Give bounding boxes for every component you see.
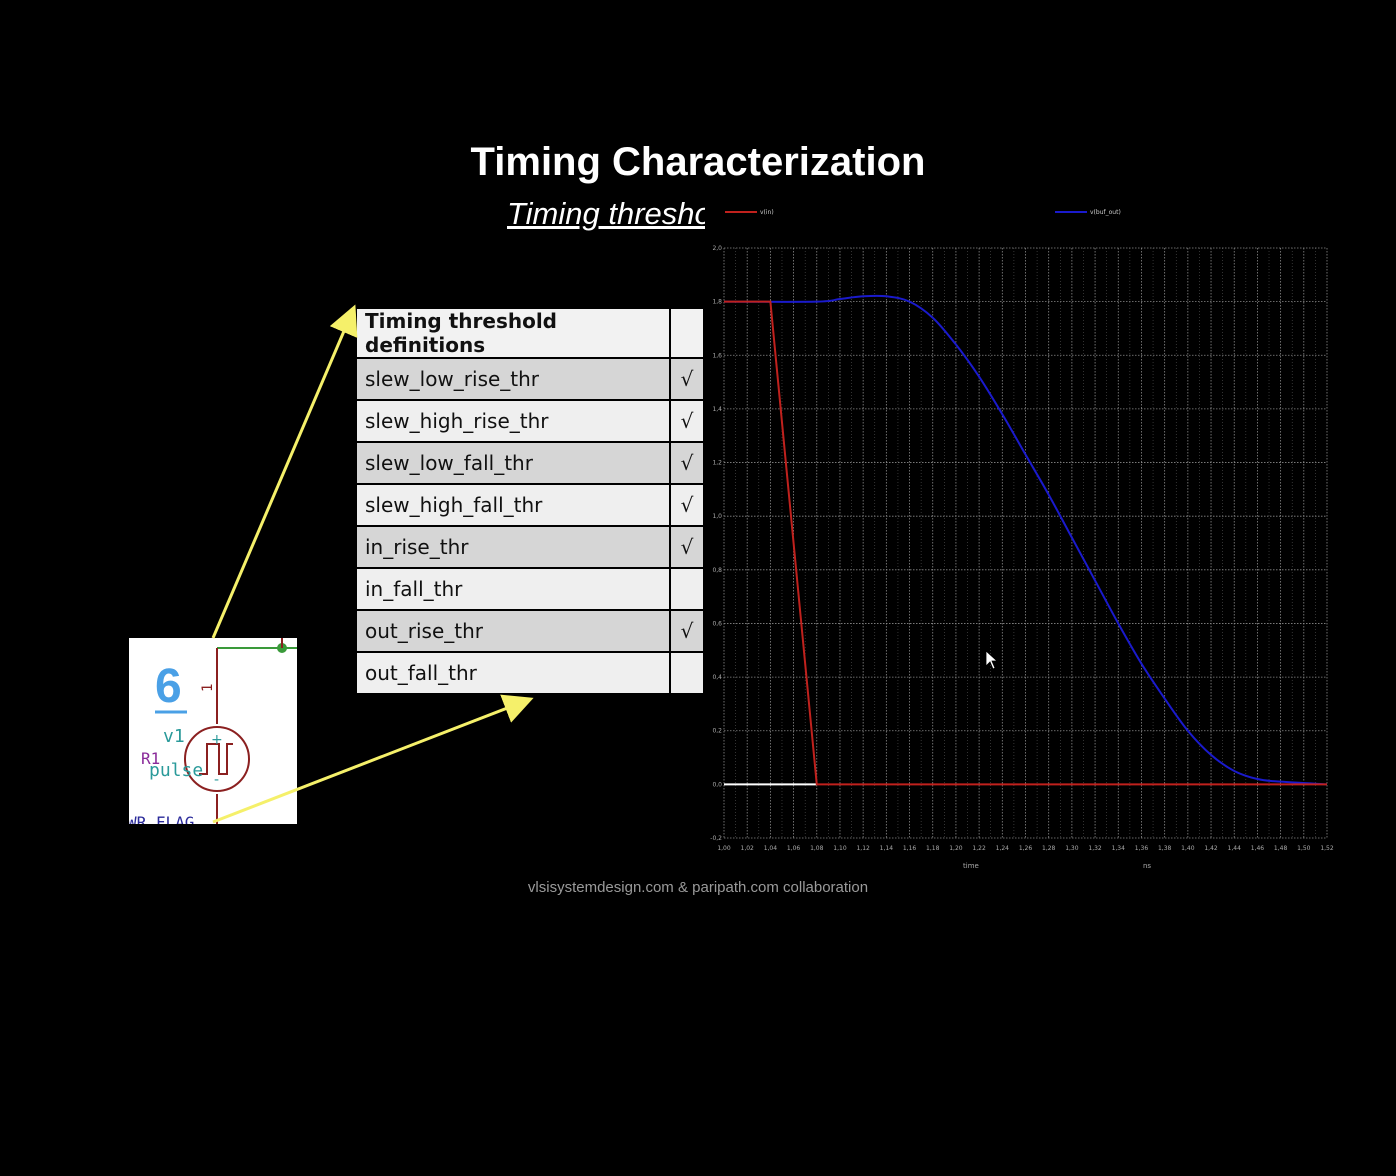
y-tick-label: 0,2 <box>712 728 722 735</box>
x-tick-labels: 1,00 1,02 1,04 1,06 1,08 1,10 1,12 1,14 1,16 1,18… <box>717 845 1334 852</box>
plot-series <box>723 294 1328 786</box>
schematic-snippet: 1 + - 6 v1 R1 pulse WR_FLAG <box>129 638 297 824</box>
table-row: in_fall_thr <box>355 567 705 611</box>
table-row: slew_high_fall_thr √ <box>355 483 705 527</box>
threshold-name: slew_high_fall_thr <box>355 483 671 527</box>
threshold-check: √ <box>669 525 705 569</box>
x-tick-label: 1,22 <box>972 845 986 852</box>
x-tick-label: 1,50 <box>1297 845 1311 852</box>
waveform-plot: -0,2 0,0 0,2 0,4 0,6 0,8 1,0 1,2 1,4 1,6 1,8 2,0 1,… <box>705 200 1385 880</box>
x-tick-label: 1,08 <box>810 845 824 852</box>
table-header: Timing threshold definitions <box>355 307 671 359</box>
plot-background <box>705 200 1385 880</box>
y-tick-label: 1,8 <box>712 299 722 306</box>
source-name: v1 <box>163 726 185 747</box>
threshold-check: √ <box>669 441 705 485</box>
threshold-name: in_fall_thr <box>355 567 671 611</box>
y-tick-label: 1,2 <box>712 460 722 467</box>
minus-sign: - <box>214 772 219 788</box>
x-tick-label: 1,26 <box>1019 845 1033 852</box>
waveform-svg: -0,2 0,0 0,2 0,4 0,6 0,8 1,0 1,2 1,4 1,6 1,8 2,0 1,… <box>705 200 1385 880</box>
slide-subtitle: Timing threshold <box>507 196 715 231</box>
legend-label: v(in) <box>760 209 774 216</box>
series-line <box>723 294 1328 786</box>
x-tick-label: 1,14 <box>880 845 894 852</box>
table-row: slew_high_rise_thr √ <box>355 399 705 443</box>
flag-label: WR_FLAG <box>129 813 194 824</box>
series-line <box>724 300 1327 786</box>
x-tick-label: 1,06 <box>787 845 801 852</box>
slide-title: Timing Characterization <box>470 140 926 184</box>
x-tick-label: 1,38 <box>1158 845 1172 852</box>
threshold-name: in_rise_thr <box>355 525 671 569</box>
x-tick-label: 1,24 <box>996 845 1010 852</box>
pin-number: 1 <box>200 684 216 692</box>
arrow-to-table-top <box>211 304 358 639</box>
threshold-name: slew_low_rise_thr <box>355 357 671 401</box>
x-tick-label: 1,32 <box>1088 845 1102 852</box>
table-row: slew_low_rise_thr √ <box>355 357 705 401</box>
y-tick-label: 0,0 <box>712 781 722 788</box>
source-type: pulse <box>149 760 203 781</box>
x-axis-label: time <box>963 862 979 870</box>
table-row: out_rise_thr √ <box>355 609 705 653</box>
pulse-waveform-icon <box>199 743 233 775</box>
y-tick-label: 1,4 <box>712 406 722 413</box>
table-header-check <box>669 307 705 359</box>
x-axis-unit: ns <box>1143 862 1151 870</box>
x-tick-label: 1,04 <box>764 845 778 852</box>
threshold-check: √ <box>669 483 705 527</box>
x-tick-label: 1,34 <box>1112 845 1126 852</box>
step-number: 6 <box>155 660 182 713</box>
threshold-check <box>669 567 705 611</box>
table-row: in_rise_thr √ <box>355 525 705 569</box>
x-tick-label: 1,00 <box>717 845 731 852</box>
threshold-table: Timing threshold definitions slew_low_ri… <box>355 307 705 695</box>
y-tick-label: -0,2 <box>710 835 722 842</box>
footer-credit: vlsisystemdesign.com & paripath.com coll… <box>527 879 869 896</box>
legend-label: v(buf_out) <box>1090 209 1121 216</box>
x-tick-label: 1,46 <box>1251 845 1265 852</box>
x-tick-label: 1,28 <box>1042 845 1056 852</box>
threshold-name: out_fall_thr <box>355 651 671 695</box>
table-row: slew_low_fall_thr √ <box>355 441 705 485</box>
x-tick-label: 1,52 <box>1320 845 1334 852</box>
y-tick-label: 2,0 <box>712 245 722 252</box>
threshold-check <box>669 651 705 695</box>
plot-legend: v(in) v(buf_out) <box>725 209 1121 216</box>
threshold-name: slew_low_fall_thr <box>355 441 671 485</box>
threshold-check: √ <box>669 609 705 653</box>
x-tick-label: 1,10 <box>833 845 847 852</box>
y-tick-label: 1,6 <box>712 352 722 359</box>
table-row: out_fall_thr <box>355 651 705 695</box>
resistor-label: R1 <box>141 749 160 768</box>
plot-grid <box>723 247 1328 839</box>
x-tick-label: 1,40 <box>1181 845 1195 852</box>
x-tick-label: 1,20 <box>949 845 963 852</box>
x-tick-label: 1,48 <box>1274 845 1288 852</box>
mouse-cursor-icon <box>985 650 999 670</box>
y-tick-labels: -0,2 0,0 0,2 0,4 0,6 0,8 1,0 1,2 1,4 1,6 1,8 2,0 <box>710 245 722 842</box>
x-tick-label: 1,44 <box>1228 845 1242 852</box>
x-tick-label: 1,30 <box>1065 845 1079 852</box>
y-tick-label: 0,4 <box>712 674 722 681</box>
y-tick-label: 0,8 <box>712 567 722 574</box>
x-tick-label: 1,12 <box>856 845 870 852</box>
threshold-name: out_rise_thr <box>355 609 671 653</box>
y-tick-label: 1,0 <box>712 513 722 520</box>
threshold-check: √ <box>669 399 705 443</box>
x-tick-label: 1,02 <box>741 845 755 852</box>
x-tick-label: 1,16 <box>903 845 917 852</box>
table-header-row: Timing threshold definitions <box>355 307 705 359</box>
x-tick-label: 1,42 <box>1204 845 1218 852</box>
plus-sign: + <box>211 732 223 748</box>
x-tick-label: 1,36 <box>1135 845 1149 852</box>
y-tick-label: 0,6 <box>712 620 722 627</box>
threshold-name: slew_high_rise_thr <box>355 399 671 443</box>
schematic-drawing: 1 + - 6 v1 R1 pulse WR_FLAG <box>129 638 297 824</box>
x-tick-label: 1,18 <box>926 845 940 852</box>
threshold-check: √ <box>669 357 705 401</box>
